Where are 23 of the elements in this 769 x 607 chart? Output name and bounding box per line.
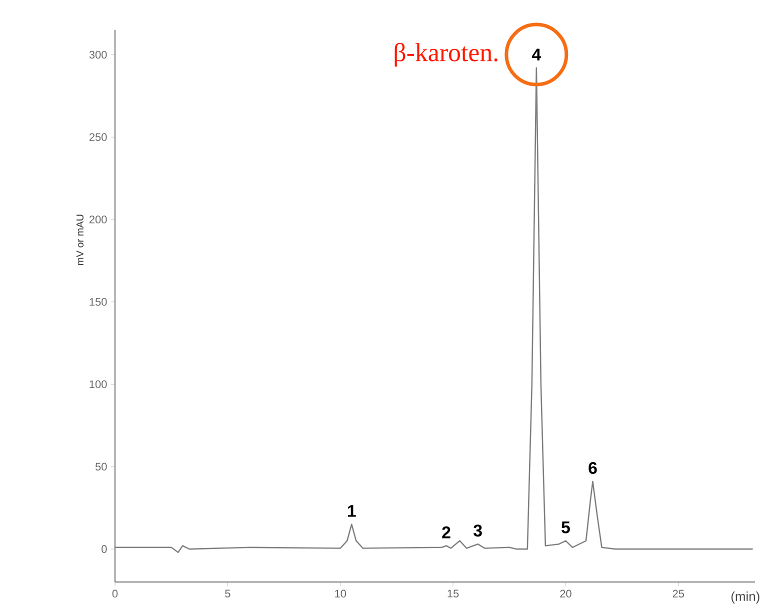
y-tick-label: 300 <box>89 50 107 59</box>
x-tick-label: 20 <box>560 590 572 598</box>
y-tick-label: 50 <box>95 462 107 471</box>
x-tick-label: 25 <box>672 590 684 598</box>
x-tick-label: 10 <box>335 590 346 598</box>
y-tick-label: 100 <box>90 380 107 388</box>
y-tick-label: 0 <box>102 545 107 553</box>
line-series <box>114 67 754 554</box>
annotation: 4 <box>532 48 542 60</box>
y-tick-label: 200 <box>89 216 107 224</box>
x-axis-title: (min) <box>731 592 760 604</box>
annotation: 5 <box>562 522 570 534</box>
annotation: 6 <box>588 462 597 474</box>
annotation: β-karoten. <box>394 42 498 67</box>
x-tick-label: 5 <box>225 590 230 598</box>
x-tick-label: 0 <box>112 590 118 598</box>
y-tick-label: 250 <box>89 133 107 142</box>
x-tick-label: 15 <box>448 590 459 598</box>
annotation: 1 <box>348 505 356 517</box>
annotation: 2 <box>442 526 450 538</box>
y-tick-label: 150 <box>90 298 107 306</box>
annotation: 3 <box>474 524 482 537</box>
y-axis-title: mV or mAU <box>76 214 84 265</box>
